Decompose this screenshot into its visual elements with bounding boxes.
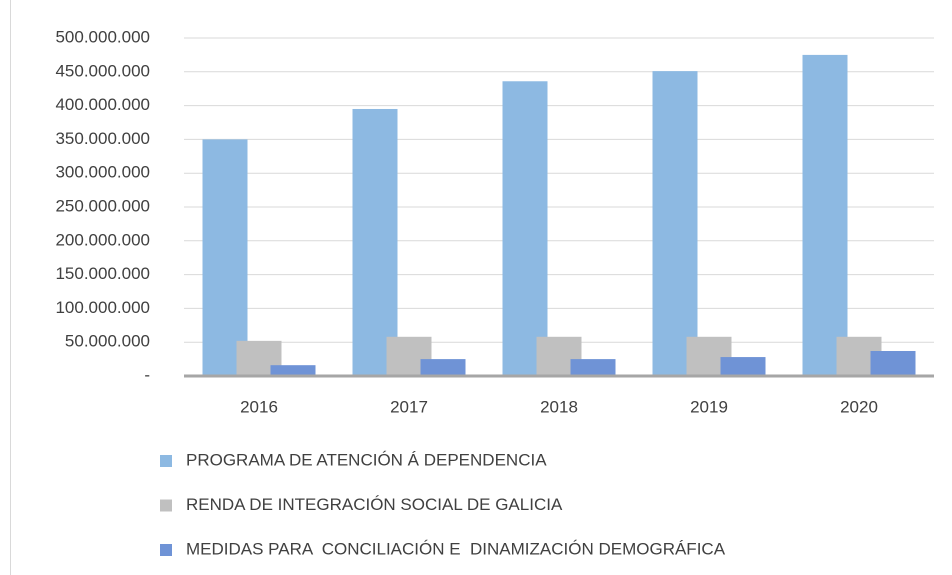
bar: [720, 357, 766, 376]
bar: [652, 71, 698, 377]
x-tick-label: 2019: [690, 397, 728, 416]
bar: [202, 139, 248, 376]
bar: [870, 350, 916, 376]
legend-swatch: [160, 499, 172, 512]
y-tick-label: 350.000.000: [55, 129, 150, 148]
legend-swatch: [160, 455, 172, 467]
y-tick-label: 50.000.000: [65, 332, 150, 351]
bar: [420, 359, 466, 376]
bar: [802, 54, 848, 377]
x-tick-label: 2017: [390, 397, 428, 416]
legend-label: MEDIDAS PARA CONCILIACIÓN E DINAMIZACIÓN…: [186, 539, 726, 558]
y-tick-label: 400.000.000: [55, 95, 150, 114]
y-tick-label: -: [144, 365, 150, 384]
bar: [570, 359, 616, 376]
x-tick-label: 2020: [840, 397, 878, 416]
y-tick-label: 450.000.000: [55, 61, 150, 80]
legend-swatch: [160, 544, 172, 556]
bar: [270, 365, 316, 376]
legend-label: PROGRAMA DE ATENCIÓN Á DEPENDENCIA: [186, 450, 547, 469]
y-tick-label: 100.000.000: [55, 298, 150, 317]
y-tick-label: 500.000.000: [55, 27, 150, 46]
legend-label: RENDA DE INTEGRACIÓN SOCIAL DE GALICIA: [186, 495, 563, 514]
y-tick-label: 250.000.000: [55, 196, 150, 215]
y-tick-label: 150.000.000: [55, 264, 150, 283]
x-tick-label: 2016: [240, 397, 278, 416]
chart-frame: [10, 0, 11, 575]
y-tick-label: 200.000.000: [55, 230, 150, 249]
x-tick-label: 2018: [540, 397, 578, 416]
bar: [352, 108, 398, 376]
bar: [502, 81, 548, 376]
y-tick-label: 300.000.000: [55, 163, 150, 182]
